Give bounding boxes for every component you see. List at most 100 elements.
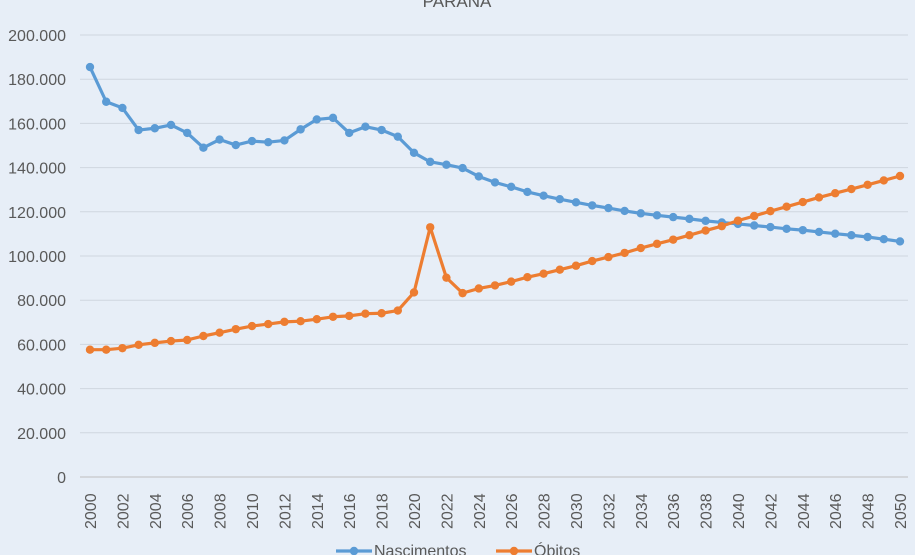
y-tick-label: 40.000 <box>17 382 66 399</box>
x-tick-label: 2002 <box>115 493 132 529</box>
legend-label: Óbitos <box>534 541 580 555</box>
data-point <box>345 128 354 138</box>
data-point <box>539 191 548 200</box>
data-point <box>717 221 726 231</box>
x-axis-tick-labels: 2000 2002 2004 2006 2008 2010 2012 2014 2016 2018… <box>83 493 910 529</box>
data-point <box>750 221 759 230</box>
x-tick-label: 2046 <box>828 493 845 529</box>
data-point <box>183 335 192 345</box>
y-tick-label: 100.000 <box>8 249 66 266</box>
data-point <box>782 224 791 234</box>
data-point <box>604 252 613 262</box>
data-point <box>426 157 435 167</box>
series-line <box>88 174 902 352</box>
data-point <box>150 338 159 348</box>
x-tick-label: 2034 <box>634 493 651 529</box>
data-point <box>523 187 532 197</box>
data-point <box>636 243 645 253</box>
grid <box>80 34 908 478</box>
x-tick-label: 2022 <box>439 493 456 529</box>
y-tick-label: 160.000 <box>8 116 66 133</box>
data-point <box>296 125 305 134</box>
y-tick-label: 0 <box>57 470 66 487</box>
data-point <box>280 136 289 145</box>
data-point <box>312 115 321 124</box>
y-tick-label: 60.000 <box>17 337 66 354</box>
data-point <box>620 248 629 258</box>
data-point <box>652 239 662 249</box>
data-point <box>701 216 710 226</box>
data-point <box>199 143 208 152</box>
data-point <box>296 316 305 326</box>
data-point <box>393 132 402 141</box>
data-point <box>571 198 581 207</box>
data-point <box>247 321 257 331</box>
data-point <box>442 160 451 169</box>
data-point <box>377 125 386 135</box>
x-tick-label: 2040 <box>731 493 748 529</box>
data-point <box>571 261 581 270</box>
y-tick-label: 120.000 <box>8 205 66 222</box>
x-tick-label: 2010 <box>245 493 262 529</box>
series-nascimentos <box>85 62 905 246</box>
data-point <box>474 284 483 293</box>
data-point <box>733 216 743 225</box>
data-point <box>879 176 888 185</box>
data-point <box>361 122 370 131</box>
x-tick-label: 2038 <box>699 493 716 529</box>
data-point <box>555 195 564 204</box>
data-point <box>895 171 905 181</box>
data-point <box>426 223 435 232</box>
data-point <box>507 277 516 286</box>
data-point <box>750 211 759 221</box>
x-tick-label: 2018 <box>375 493 392 529</box>
data-point <box>280 317 289 327</box>
data-point <box>264 319 273 329</box>
data-point <box>118 103 127 113</box>
data-point <box>766 222 775 232</box>
data-point <box>847 184 856 194</box>
data-point <box>523 273 532 282</box>
data-point <box>312 315 321 324</box>
x-tick-label: 2014 <box>310 493 327 529</box>
data-point <box>328 312 338 321</box>
data-point <box>458 163 467 173</box>
x-tick-label: 2036 <box>666 493 683 529</box>
data-point <box>847 231 856 240</box>
y-tick-label: 20.000 <box>17 426 66 443</box>
y-tick-label: 140.000 <box>8 161 66 178</box>
legend: Nascimentos Óbitos <box>336 541 580 555</box>
data-point <box>507 182 516 192</box>
data-point <box>345 311 354 321</box>
data-point <box>102 97 111 106</box>
y-tick-label: 80.000 <box>17 293 66 310</box>
data-point <box>474 172 483 181</box>
x-tick-label: 2016 <box>342 493 359 529</box>
x-tick-label: 2020 <box>407 493 424 529</box>
data-point <box>247 136 257 146</box>
data-point <box>782 202 791 211</box>
data-point <box>604 203 613 213</box>
data-point <box>134 340 143 350</box>
legend-label: Nascimentos <box>374 543 466 555</box>
data-point <box>409 148 419 157</box>
data-point <box>490 281 500 290</box>
data-point <box>215 328 224 337</box>
x-tick-label: 2042 <box>763 493 780 529</box>
data-point <box>231 140 240 150</box>
legend-item: Óbitos <box>496 541 580 555</box>
data-point <box>863 180 872 190</box>
data-point <box>636 209 645 218</box>
x-tick-label: 2026 <box>504 493 521 529</box>
x-tick-label: 2048 <box>861 493 878 529</box>
data-point <box>588 256 597 266</box>
data-point <box>264 137 273 147</box>
data-point <box>166 120 176 130</box>
data-point <box>814 227 824 237</box>
data-point <box>798 225 807 235</box>
x-tick-label: 2030 <box>569 493 586 529</box>
data-point <box>409 288 419 297</box>
data-point <box>863 232 872 242</box>
x-tick-label: 2004 <box>148 493 165 529</box>
